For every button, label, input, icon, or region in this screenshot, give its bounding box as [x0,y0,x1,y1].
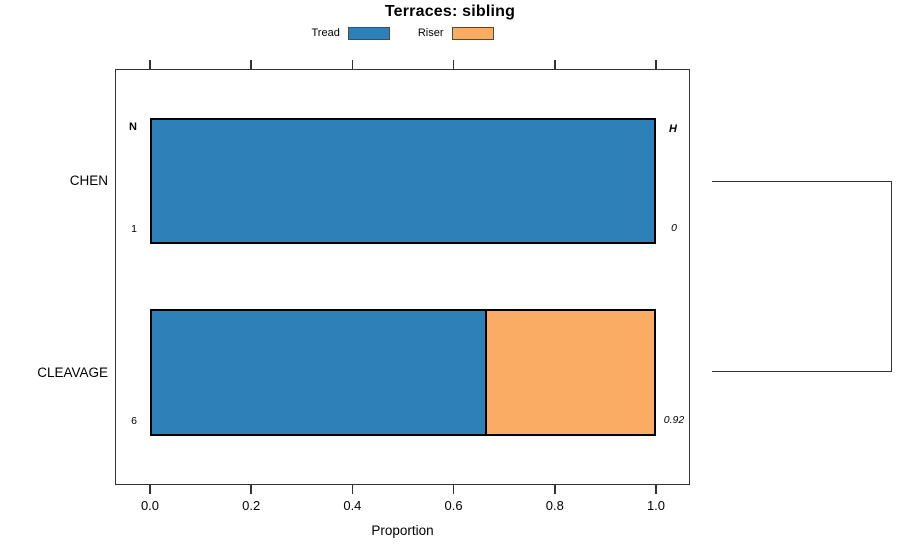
linkage-bracket-vertical-line [890,180,893,373]
n-column-header: N [129,121,137,133]
legend-label: Riser [417,27,444,39]
linkage-bracket-top-line [712,180,892,182]
bottom-tick-mark [149,485,151,494]
h-value-label: 0 [671,222,677,234]
x-tick-label: 1.0 [646,498,666,513]
legend-swatch-riser [451,26,494,40]
n-value-label: 1 [131,223,137,235]
top-tick-mark [250,60,252,69]
bottom-tick-mark [351,485,354,494]
x-tick-label: 0.2 [242,498,261,513]
h-value-label: 0.92 [663,414,685,426]
bottom-tick-mark [655,485,657,494]
bar-segment-riser [486,311,654,434]
category-label: CHEN [69,173,108,188]
top-tick-mark [554,60,556,69]
top-tick-mark [655,60,657,69]
x-axis-title: Proportion [371,523,434,538]
x-tick-label: 0.0 [140,498,160,513]
n-value-label: 6 [131,415,137,427]
bottom-tick-mark [250,485,252,494]
bottom-tick-mark [554,485,556,494]
legend-label: Tread [311,27,340,39]
legend-swatch-tread [347,26,390,40]
x-tick-label: 0.6 [444,498,463,513]
top-tick-mark [149,60,151,69]
chart-title: Terraces: sibling [384,3,516,20]
bar-segment-tread [152,120,654,242]
h-column-header: H [669,123,677,135]
legend: Tread Riser [115,25,690,41]
legend-item-riser: Riser [417,26,494,40]
bar-row [150,309,656,436]
top-tick-mark [351,60,354,69]
linkage-bracket-bottom-line [712,370,892,373]
x-tick-label: 0.4 [343,498,362,513]
legend-item-tread: Tread [311,26,390,40]
bottom-tick-mark [452,485,455,494]
x-tick-label: 0.8 [545,498,564,513]
top-tick-mark [452,60,455,69]
bar-segment-tread [152,311,487,434]
bar-row [150,118,656,244]
category-label: CLEAVAGE [37,364,108,380]
